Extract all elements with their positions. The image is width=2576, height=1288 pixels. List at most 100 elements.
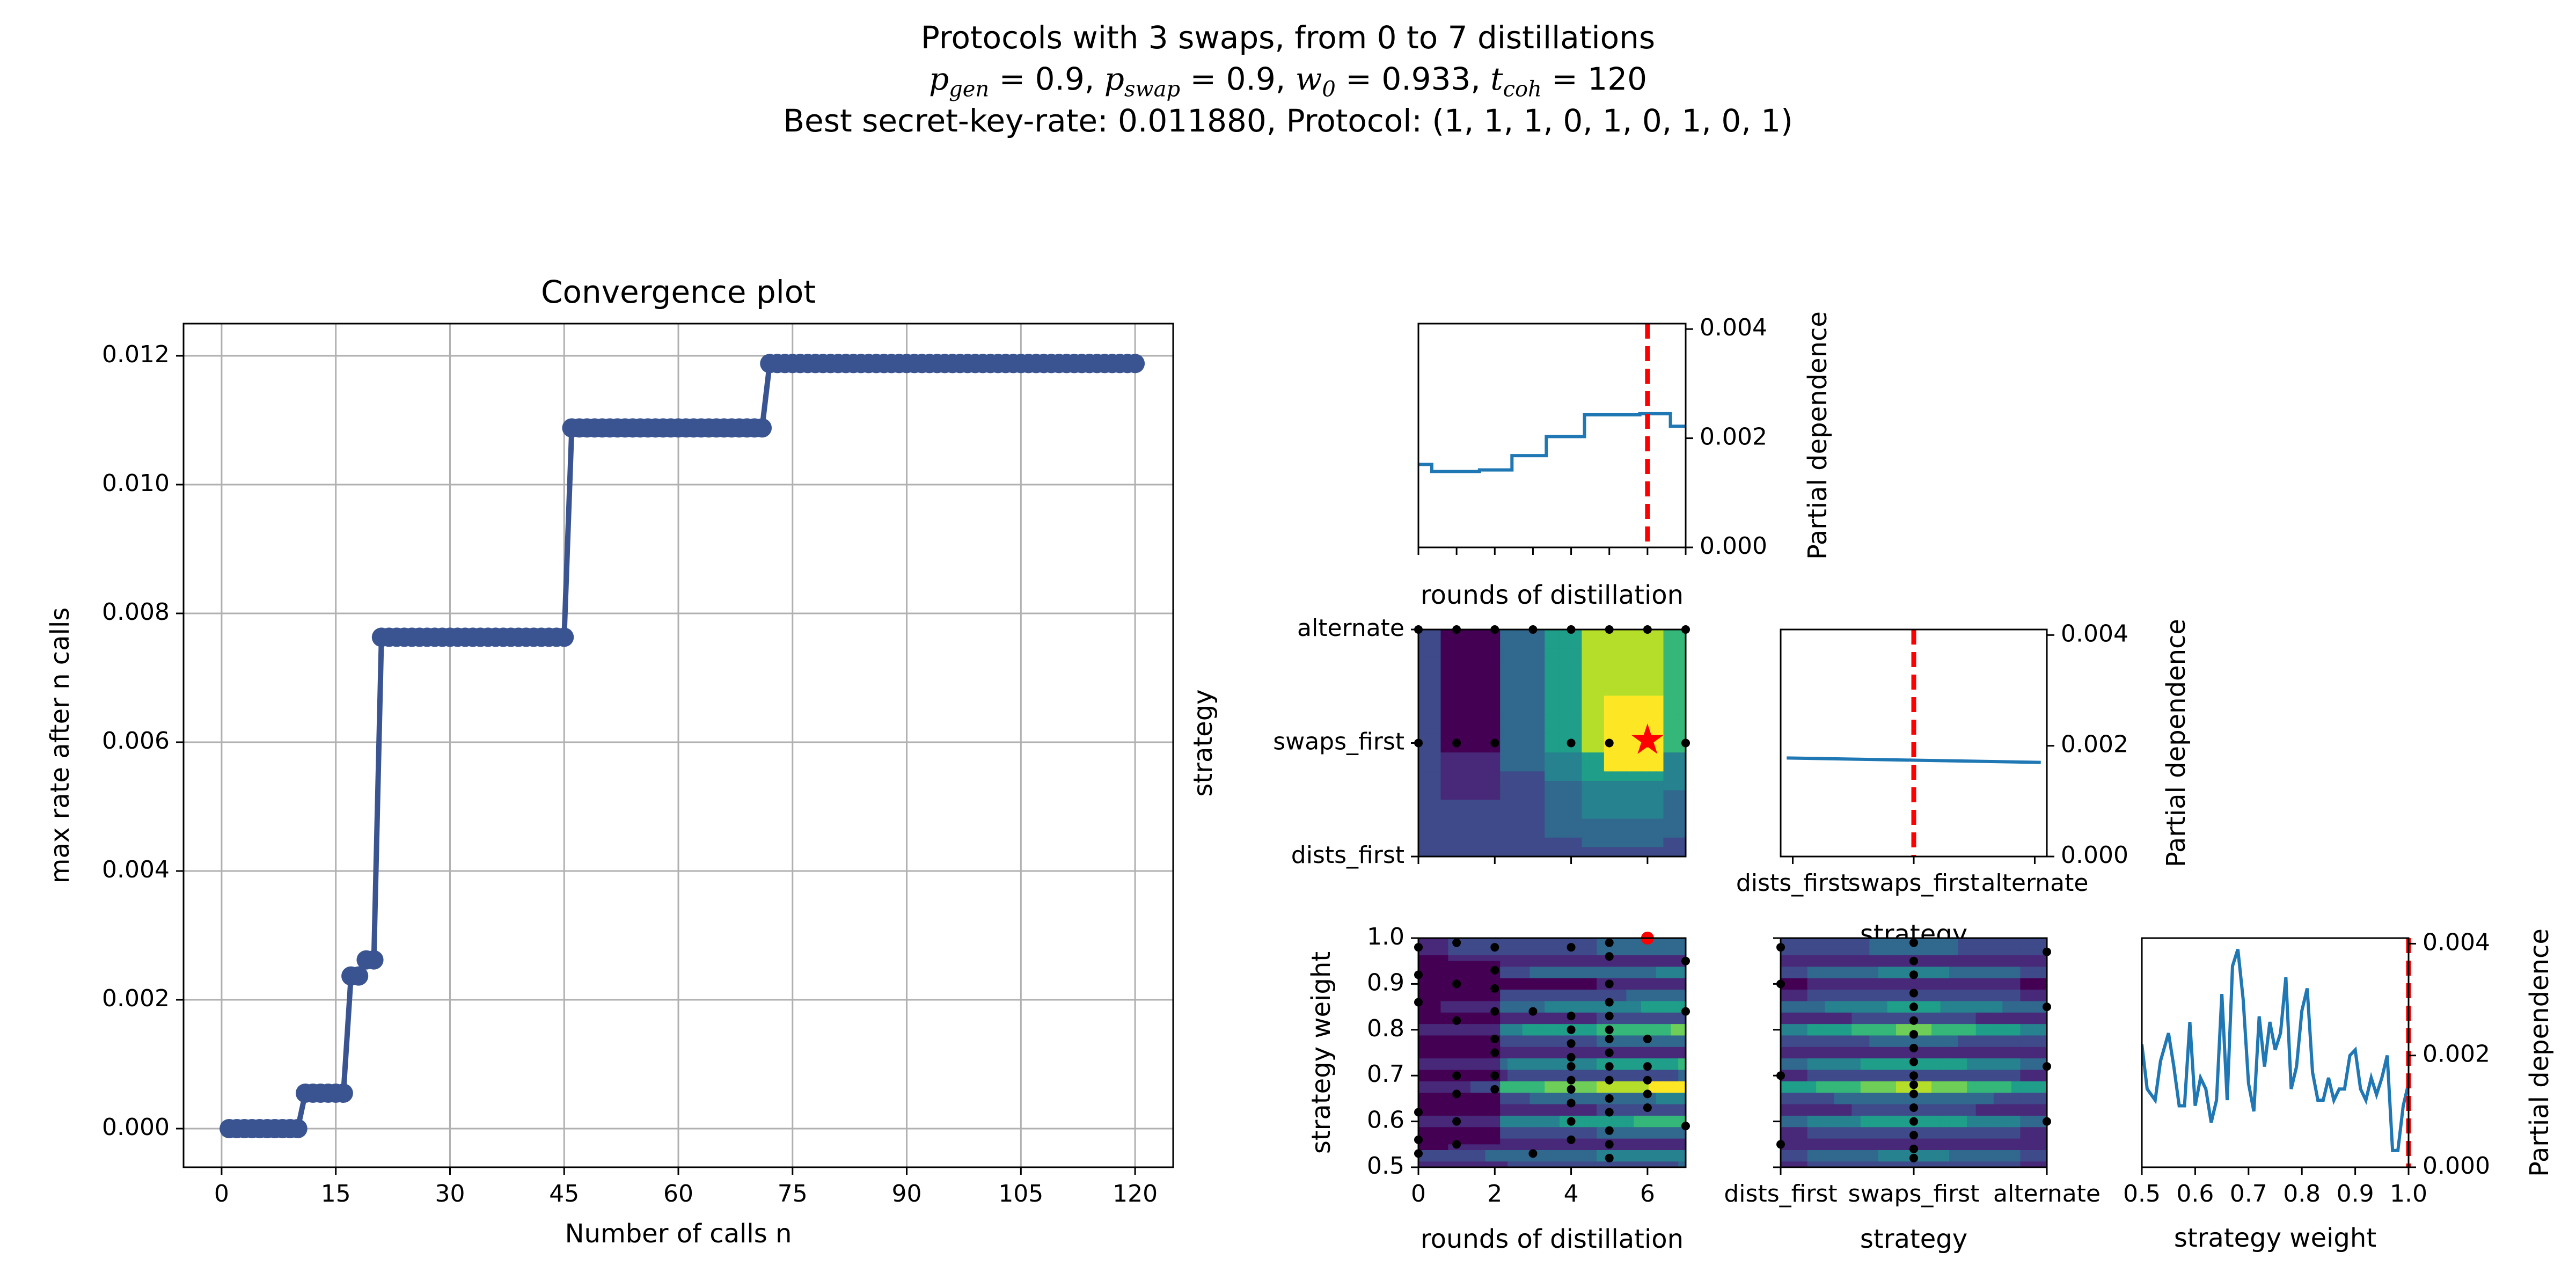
contour-weight-strategy-cell	[1798, 1052, 1808, 1059]
contour-strategy-cell	[1477, 781, 1486, 791]
contour-weight-rounds-cell	[1648, 1041, 1657, 1048]
contour-strategy-cell	[1440, 714, 1449, 725]
contour-weight-strategy-cell	[1816, 1035, 1826, 1042]
contour-weight-strategy-cell	[1860, 1104, 1870, 1111]
contour-weight-rounds-cell	[1455, 1024, 1463, 1030]
contour-weight-strategy-cell	[1931, 943, 1941, 950]
tcoh-value: 120	[1587, 61, 1648, 97]
contour-weight-rounds-cell	[1574, 1012, 1583, 1019]
contour-weight-strategy-cell	[1975, 949, 1986, 956]
pd_rounds-series	[1418, 412, 1686, 473]
contour-weight-rounds-cell	[1514, 1052, 1523, 1059]
contour-weight-strategy-cell	[1967, 990, 1977, 996]
contour-weight-rounds-cell	[1552, 978, 1560, 985]
contour-weight-rounds-cell	[1448, 1150, 1457, 1157]
contour-weight-rounds-cell	[1418, 1138, 1426, 1145]
contour-strategy-cell	[1663, 762, 1672, 772]
contour-strategy-cell	[1485, 686, 1494, 697]
contour-weight-strategy-cell	[1807, 1041, 1817, 1048]
contour-weight-rounds-cell	[1626, 1007, 1635, 1013]
contour-weight-rounds-cell	[1582, 1007, 1590, 1013]
contour-weight-rounds-sample	[1605, 998, 1614, 1007]
contour-weight-rounds-cell	[1574, 1115, 1583, 1122]
contour-weight-strategy-cell	[1922, 1127, 1933, 1133]
contour-weight-strategy-cell	[1789, 1104, 1799, 1111]
contour-weight-strategy-cell	[1842, 990, 1853, 996]
contour-strategy-cell	[1597, 705, 1605, 715]
contour-strategy-cell	[1678, 667, 1686, 678]
contour-weight-rounds-cell	[1477, 1041, 1486, 1048]
contour-weight-rounds-cell	[1492, 1029, 1501, 1036]
contour-weight-rounds-cell	[1477, 1138, 1486, 1145]
contour-weight-rounds-cell	[1492, 1064, 1501, 1071]
contour-weight-rounds-cell	[1597, 978, 1605, 985]
contour-weight-strategy-cell	[1975, 1127, 1986, 1133]
contour-strategy-cell	[1582, 677, 1590, 687]
contour-weight-strategy-cell	[1851, 972, 1861, 979]
contour-strategy-cell	[1470, 781, 1479, 791]
contour-weight-rounds-cell	[1671, 1127, 1679, 1133]
contour-weight-rounds-cell	[1455, 1098, 1463, 1105]
contour-weight-rounds-cell	[1433, 1132, 1441, 1139]
contour-weight-strategy-sample	[1909, 938, 1918, 947]
contour-weight-strategy-cell	[1789, 1093, 1799, 1099]
contour-weight-rounds-cell	[1500, 1075, 1508, 1082]
contour-weight-rounds-cell	[1477, 1115, 1486, 1122]
contour-weight-rounds-cell	[1611, 1029, 1620, 1036]
contour-weight-strategy-cell	[1993, 1150, 2003, 1157]
contour-strategy-cell	[1559, 752, 1568, 763]
contour-weight-strategy-cell	[1958, 1052, 1968, 1059]
contour-strategy-cell	[1671, 790, 1679, 801]
contour-strategy-cell	[1507, 696, 1516, 706]
contour-weight-rounds-cell	[1477, 1035, 1486, 1042]
contour-weight-rounds-cell	[1634, 972, 1642, 979]
contour-weight-strategy-cell	[1887, 961, 1897, 968]
contour-strategy-cell	[1537, 724, 1546, 734]
contour-weight-rounds-cell	[1522, 1070, 1531, 1077]
contour-weight-rounds-cell	[1611, 961, 1620, 968]
contour-weight-strategy-cell	[1896, 1007, 1906, 1013]
contour-weight-rounds-y-label: strategy weight	[1306, 952, 1336, 1154]
contour-weight-rounds-cell	[1529, 1155, 1538, 1162]
contour-weight-rounds-sample	[1567, 1075, 1576, 1085]
contour-weight-rounds-cell	[1500, 995, 1508, 1002]
contour-weight-rounds-cell	[1619, 1127, 1627, 1133]
contour-strategy-cell	[1440, 809, 1449, 819]
contour-strategy-cell	[1663, 743, 1672, 753]
contour-weight-strategy-cell	[1834, 938, 1843, 945]
contour-strategy-cell	[1611, 724, 1620, 734]
contour-weight-strategy-cell	[2011, 1012, 2021, 1019]
contour-weight-rounds-cell	[1574, 955, 1583, 962]
contour-weight-strategy-cell	[1842, 984, 1853, 991]
contour-weight-rounds-cell	[1455, 1012, 1463, 1019]
contour-weight-strategy-cell	[1860, 1007, 1870, 1013]
contour-weight-rounds-cell	[1425, 1098, 1434, 1105]
contour-weight-strategy-cell	[2011, 1035, 2021, 1042]
contour-strategy-cell	[1611, 657, 1620, 668]
contour-strategy-cell	[1477, 630, 1486, 640]
contour-weight-rounds-cell	[1619, 1075, 1627, 1082]
contour-weight-strategy-cell	[1781, 995, 1790, 1002]
contour-weight-rounds-cell	[1567, 1093, 1575, 1099]
contour-weight-rounds-cell	[1648, 978, 1657, 985]
contour-weight-rounds-cell	[1537, 1138, 1546, 1145]
contour-strategy-cell	[1477, 657, 1486, 668]
contour-weight-strategy-cell	[1878, 1070, 1888, 1077]
contour-weight-strategy-cell	[1860, 1001, 1870, 1008]
contour-weight-strategy-cell	[2029, 1007, 2039, 1013]
contour-strategy-cell	[1552, 743, 1560, 753]
contour-weight-rounds-cell	[1582, 1058, 1590, 1065]
contour-weight-rounds-cell	[1485, 1104, 1494, 1111]
contour-weight-rounds-cell	[1634, 943, 1642, 950]
contour-weight-strategy-cell	[2038, 967, 2047, 974]
contour-weight-strategy-cell	[1825, 1001, 1835, 1008]
contour-weight-strategy-cell	[1869, 1064, 1879, 1071]
contour-strategy-cell	[1567, 781, 1575, 791]
contour-weight-rounds-cell	[1559, 1070, 1568, 1077]
contour-strategy-cell	[1589, 657, 1597, 668]
contour-strategy-cell	[1589, 630, 1597, 640]
contour-weight-strategy-cell	[1949, 1121, 1959, 1128]
contour-weight-strategy-cell	[1825, 1144, 1835, 1151]
contour-strategy-cell	[1574, 667, 1583, 678]
contour-strategy-cell	[1455, 771, 1463, 781]
